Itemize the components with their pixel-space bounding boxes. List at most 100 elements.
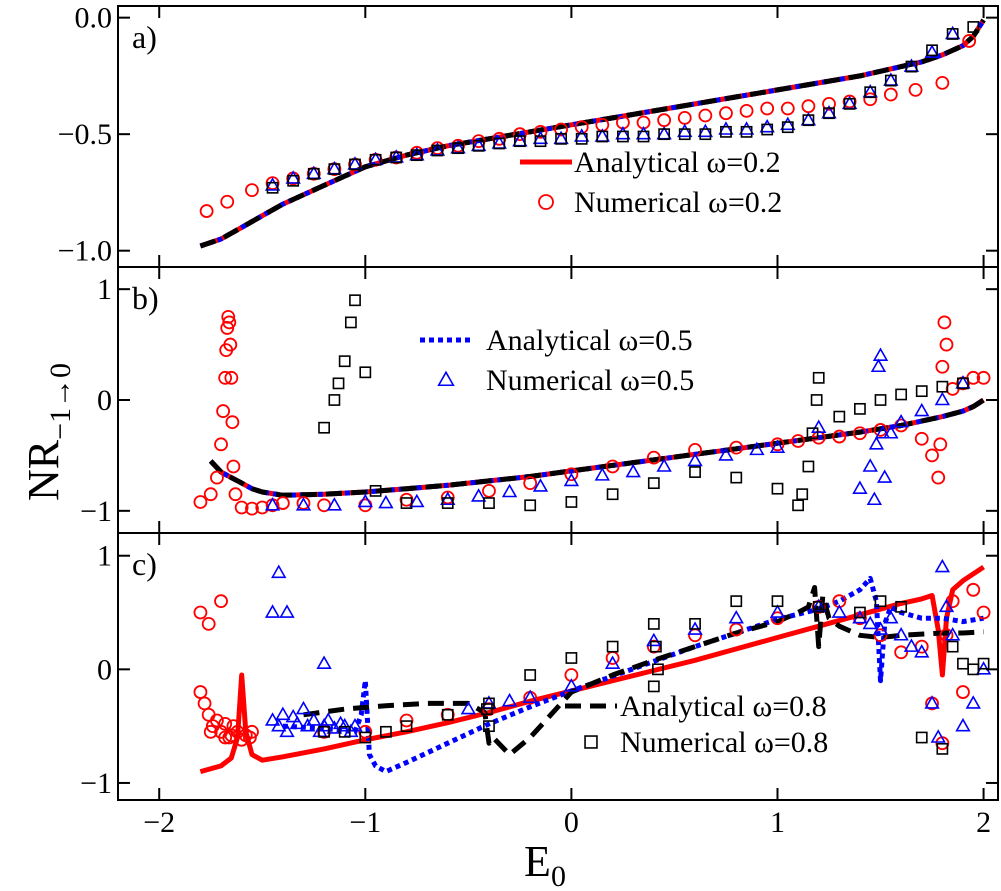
data-point-triangle — [924, 695, 940, 709]
data-point-circle — [719, 106, 733, 121]
x-tick-label: 2 — [976, 806, 991, 839]
data-point-triangle — [409, 493, 425, 508]
x-tick-label: 0 — [564, 806, 579, 839]
data-point-triangle — [965, 695, 981, 709]
x-axis: −2 −1 0 1 2 — [143, 806, 991, 839]
data-point-square — [480, 703, 493, 716]
data-point-square — [884, 74, 897, 87]
data-point-circle — [482, 483, 496, 498]
data-point-circle — [966, 582, 981, 597]
series-line-dashed — [208, 397, 985, 498]
data-point-circle — [646, 639, 661, 654]
data-point-square — [493, 137, 506, 150]
data-point-square — [584, 735, 598, 749]
data-point-triangle — [938, 598, 955, 613]
data-point-circle — [554, 122, 568, 137]
data-point-triangle — [883, 425, 899, 439]
data-point-circle — [925, 448, 939, 463]
legend-label: Analytical ω=0.5 — [486, 324, 693, 357]
y-tick-label: −1 — [80, 767, 112, 800]
data-point-circle — [193, 685, 208, 699]
data-point-square — [452, 142, 464, 155]
data-point-circle — [523, 476, 538, 491]
legend-label: Analytical ω=0.8 — [620, 690, 827, 723]
data-point-triangle — [604, 655, 621, 669]
data-point-triangle — [769, 439, 786, 453]
data-point-circle — [193, 605, 208, 620]
series-points-triangle — [264, 558, 992, 743]
data-point-circle — [201, 616, 216, 631]
data-point-square — [390, 151, 403, 164]
data-point-square — [318, 725, 330, 738]
data-point-triangle — [687, 452, 703, 467]
data-point-triangle — [646, 632, 662, 647]
data-point-square — [359, 366, 372, 379]
data-point-triangle — [279, 723, 295, 738]
data-point-square — [915, 731, 928, 744]
data-point-square — [977, 657, 990, 670]
plot-area-b — [193, 294, 991, 516]
data-point-circle — [275, 496, 290, 510]
series-points-circle — [193, 582, 991, 751]
data-point-circle — [471, 134, 486, 149]
data-point-square — [678, 128, 691, 141]
data-point-triangle — [893, 413, 909, 428]
data-point-triangle — [718, 121, 734, 135]
data-point-triangle — [563, 678, 580, 692]
data-point-triangle — [914, 402, 930, 417]
data-point-circle — [234, 732, 249, 747]
series-line-dotted — [282, 575, 985, 775]
data-point-triangle — [955, 717, 971, 732]
data-point-square — [689, 466, 701, 478]
data-point-square — [431, 144, 444, 157]
x-axis-title-main: E — [524, 837, 551, 886]
data-point-circle — [976, 605, 991, 620]
data-point-square — [534, 135, 547, 148]
data-point-triangle — [759, 118, 775, 133]
data-point-circle — [399, 492, 414, 507]
data-point-circle — [770, 611, 785, 626]
data-point-triangle — [532, 130, 549, 145]
data-point-square — [699, 128, 712, 141]
data-point-circle — [225, 415, 240, 430]
x-axis-title-sub: 0 — [551, 860, 566, 891]
data-point-circle — [220, 194, 235, 209]
series-line-dashed — [199, 18, 986, 249]
data-point-square — [369, 484, 382, 497]
data-point-square — [915, 385, 928, 398]
x-tick-label: 1 — [770, 806, 785, 839]
data-point-circle — [962, 34, 977, 48]
data-point-circle — [358, 724, 373, 739]
data-point-circle — [218, 370, 233, 385]
data-point-square — [328, 394, 341, 406]
series-points-square — [266, 21, 980, 194]
data-point-square — [771, 595, 784, 608]
data-point-square — [524, 499, 537, 512]
data-point-triangle — [852, 480, 868, 494]
data-point-triangle — [271, 717, 287, 732]
data-point-square — [565, 652, 578, 664]
data-point-triangle — [749, 441, 765, 456]
data-point-square — [307, 167, 320, 180]
data-point-circle — [492, 131, 507, 146]
data-point-triangle — [615, 125, 631, 140]
data-point-circle — [883, 87, 898, 102]
data-point-triangle — [264, 497, 281, 511]
data-point-square — [380, 725, 392, 738]
data-point-circle — [203, 487, 218, 502]
data-point-circle — [822, 96, 836, 111]
data-point-square — [895, 600, 908, 613]
data-point-square — [658, 128, 671, 141]
series-points-circle — [193, 309, 991, 516]
data-point-square — [833, 410, 846, 423]
data-point-square — [812, 371, 825, 384]
data-point-square — [400, 720, 413, 733]
data-point-circle — [221, 309, 236, 324]
data-point-triangle — [501, 692, 518, 707]
data-point-circle — [956, 685, 970, 699]
data-point-square — [792, 499, 804, 512]
y-tick-label: 0 — [97, 384, 112, 417]
data-point-circle — [760, 101, 775, 116]
y-tick-label: 0 — [97, 653, 112, 686]
data-point-square — [338, 725, 351, 738]
